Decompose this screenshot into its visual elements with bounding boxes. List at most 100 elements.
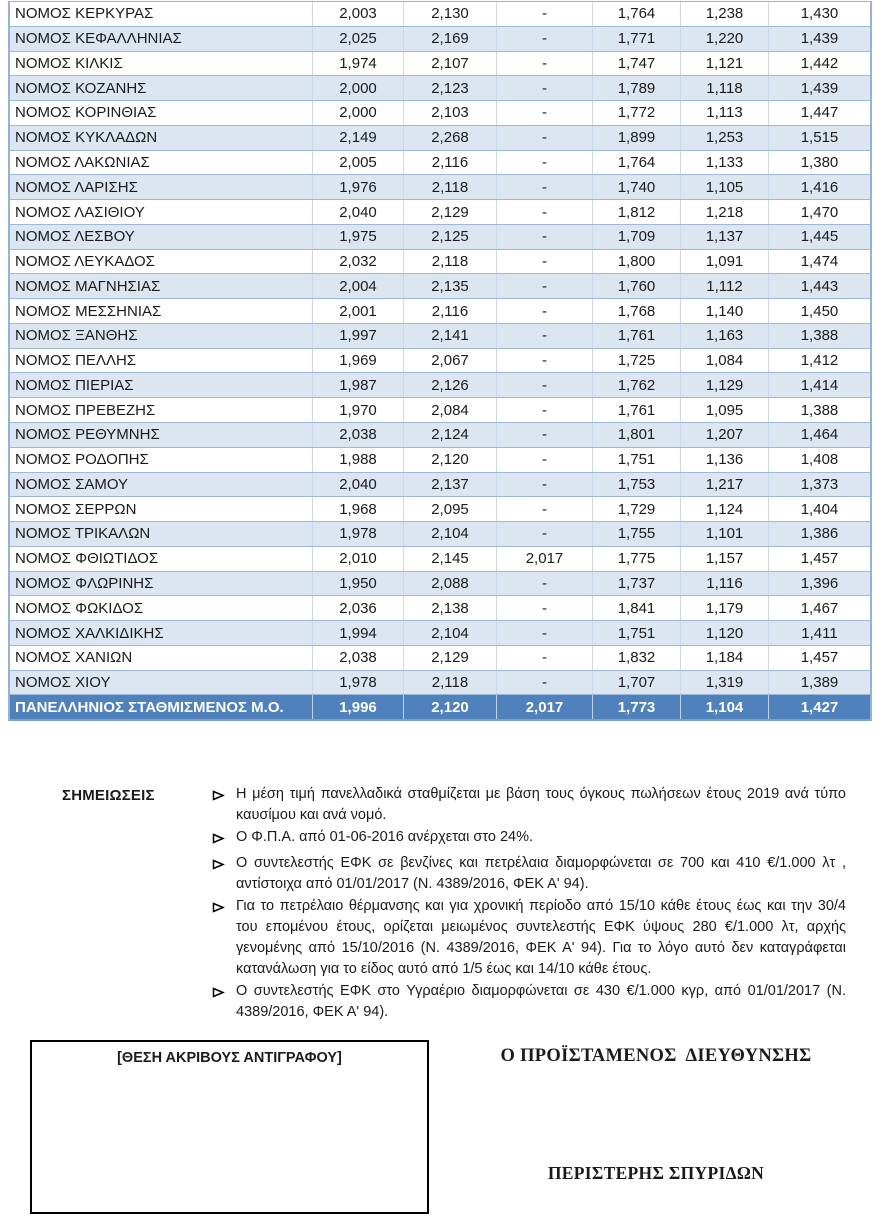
prefecture-name-cell: ΝΟΜΟΣ ΚΟΖΑΝΗΣ: [15, 79, 147, 97]
value-cell: 1,768: [592, 299, 680, 323]
table-row: ΝΟΜΟΣ ΛΑΡΙΣΗΣ 1,976 2,118 - 1,740 1,105 …: [10, 175, 870, 201]
value-cell: 1,707: [592, 670, 680, 695]
value-cell: -: [496, 274, 592, 299]
value-cell: -: [496, 497, 592, 522]
value-cell: 2,169: [403, 26, 496, 51]
prefecture-name-cell: ΝΟΜΟΣ ΛΕΣΒΟΥ: [15, 228, 135, 246]
value-cell: 1,411: [768, 621, 870, 645]
table-row: ΝΟΜΟΣ ΚΙΛΚΙΣ 1,974 2,107 - 1,747 1,121 1…: [10, 51, 870, 77]
prefecture-name-cell: ΝΟΜΟΣ ΛΑΣΙΘΙΟΥ: [15, 203, 145, 221]
table-row: ΝΟΜΟΣ ΜΑΓΝΗΣΙΑΣ 2,004 2,135 - 1,760 1,11…: [10, 274, 870, 300]
value-cell: 1,762: [592, 373, 680, 398]
value-cell: -: [496, 596, 592, 621]
prefecture-name-cell: ΝΟΜΟΣ ΠΙΕΡΙΑΣ: [15, 376, 134, 394]
table-row: ΝΟΜΟΣ ΞΑΝΘΗΣ 1,997 2,141 - 1,761 1,163 1…: [10, 323, 870, 349]
table-row: ΝΟΜΟΣ ΦΩΚΙΔΟΣ 2,036 2,138 - 1,841 1,179 …: [10, 596, 870, 622]
table-row: ΝΟΜΟΣ ΚΟΡΙΝΘΙΑΣ 2,000 2,103 - 1,772 1,11…: [10, 101, 870, 126]
value-cell: 1,133: [680, 150, 768, 175]
value-cell: 1,124: [680, 497, 768, 522]
value-cell: 1,464: [768, 423, 870, 447]
value-cell: 1,408: [768, 447, 870, 472]
value-cell: 1,430: [768, 2, 870, 26]
value-cell: -: [496, 299, 592, 323]
value-cell: 1,841: [592, 596, 680, 621]
table-row: ΝΟΜΟΣ ΜΕΣΣΗΝΙΑΣ 2,001 2,116 - 1,768 1,14…: [10, 299, 870, 324]
value-cell: 1,163: [680, 323, 768, 348]
value-cell: 2,010: [312, 546, 403, 571]
note-text: Για το πετρέλαιο θέρμανσης και για χρονι…: [236, 898, 846, 977]
table-row: ΝΟΜΟΣ ΦΛΩΡΙΝΗΣ 1,950 2,088 - 1,737 1,116…: [10, 571, 870, 597]
table-row: ΝΟΜΟΣ ΛΑΚΩΝΙΑΣ 2,005 2,116 - 1,764 1,133…: [10, 150, 870, 176]
note-text: Ο Φ.Π.Α. από 01-06-2016 ανέρχεται στο 24…: [236, 829, 534, 845]
table-row: ΝΟΜΟΣ ΣΕΡΡΩΝ 1,968 2,095 - 1,729 1,124 1…: [10, 497, 870, 523]
value-cell: 1,447: [768, 101, 870, 125]
value-cell: 2,104: [403, 621, 496, 645]
summary-value: 1,996: [312, 695, 403, 719]
value-cell: 1,994: [312, 621, 403, 645]
value-cell: 1,112: [680, 274, 768, 299]
bullet-arrow-icon: [212, 981, 227, 1006]
value-cell: 1,978: [312, 670, 403, 695]
value-cell: 1,800: [592, 249, 680, 274]
value-cell: -: [496, 224, 592, 249]
value-cell: 2,038: [312, 645, 403, 670]
table-row: ΝΟΜΟΣ ΚΕΦΑΛΛΗΝΙΑΣ 2,025 2,169 - 1,771 1,…: [10, 26, 870, 52]
value-cell: 2,000: [312, 76, 403, 101]
note-item: Ο συντελεστής ΕΦΚ στο Υγραέριο διαμορφών…: [212, 981, 846, 1023]
prefecture-name-cell: ΝΟΜΟΣ ΦΩΚΙΔΟΣ: [15, 599, 144, 617]
value-cell: 2,118: [403, 670, 496, 695]
value-cell: 1,997: [312, 323, 403, 348]
summary-value: 2,120: [403, 695, 496, 719]
prefecture-name-cell: ΝΟΜΟΣ ΧΑΝΙΩΝ: [15, 649, 133, 667]
summary-value: 2,017: [496, 695, 592, 719]
value-cell: -: [496, 51, 592, 76]
table-row: ΝΟΜΟΣ ΚΕΡΚΥΡΑΣ 2,003 2,130 - 1,764 1,238…: [10, 2, 870, 27]
value-cell: 2,145: [403, 546, 496, 571]
stamp-box-label: [ΘΕΣΗ ΑΚΡΙΒΟΥΣ ΑΝΤΙΓΡΑΦΟΥ]: [117, 1050, 342, 1066]
value-cell: 1,899: [592, 125, 680, 150]
signatory-name: ΠΕΡΙΣΤΕΡΗΣ ΣΠΥΡΙΔΩΝ: [547, 1163, 765, 1183]
value-cell: 2,103: [403, 101, 496, 125]
value-cell: 2,135: [403, 274, 496, 299]
table-row: ΝΟΜΟΣ ΚΥΚΛΑΔΩΝ 2,149 2,268 - 1,899 1,253…: [10, 125, 870, 151]
value-cell: 2,107: [403, 51, 496, 76]
value-cell: 2,120: [403, 447, 496, 472]
value-cell: 2,268: [403, 125, 496, 150]
value-cell: 1,812: [592, 200, 680, 224]
value-cell: 1,970: [312, 398, 403, 423]
table-row: ΝΟΜΟΣ ΧΙΟΥ 1,978 2,118 - 1,707 1,319 1,3…: [10, 670, 870, 696]
prefecture-name-cell: ΝΟΜΟΣ ΠΡΕΒΕΖΗΣ: [15, 401, 156, 419]
value-cell: 2,040: [312, 472, 403, 497]
value-cell: 1,439: [768, 76, 870, 101]
value-cell: -: [496, 670, 592, 695]
value-cell: 1,373: [768, 472, 870, 497]
value-cell: -: [496, 373, 592, 398]
prefecture-name-cell: ΝΟΜΟΣ ΧΙΟΥ: [15, 674, 111, 692]
value-cell: 1,753: [592, 472, 680, 497]
value-cell: 1,388: [768, 398, 870, 423]
value-cell: 1,771: [592, 26, 680, 51]
value-cell: 1,729: [592, 497, 680, 522]
value-cell: 1,968: [312, 497, 403, 522]
value-cell: 1,388: [768, 323, 870, 348]
prefecture-name-cell: ΝΟΜΟΣ ΜΑΓΝΗΣΙΑΣ: [15, 277, 161, 295]
value-cell: 1,950: [312, 571, 403, 596]
prefecture-name-cell: ΝΟΜΟΣ ΚΙΛΚΙΣ: [15, 54, 123, 72]
value-cell: 1,238: [680, 2, 768, 26]
value-cell: -: [496, 398, 592, 423]
value-cell: 2,116: [403, 150, 496, 175]
value-cell: 1,772: [592, 101, 680, 125]
value-cell: 1,445: [768, 224, 870, 249]
prefecture-name-cell: ΝΟΜΟΣ ΛΑΚΩΝΙΑΣ: [15, 153, 150, 171]
value-cell: 2,036: [312, 596, 403, 621]
value-cell: 1,978: [312, 522, 403, 546]
summary-value: 1,104: [680, 695, 768, 719]
value-cell: 1,101: [680, 522, 768, 546]
value-cell: -: [496, 175, 592, 200]
prefecture-name-cell: ΝΟΜΟΣ ΛΑΡΙΣΗΣ: [15, 178, 138, 196]
prefecture-name-cell: ΝΟΜΟΣ ΚΕΡΚΥΡΑΣ: [15, 5, 154, 23]
value-cell: 1,709: [592, 224, 680, 249]
value-cell: 1,091: [680, 249, 768, 274]
value-cell: 2,040: [312, 200, 403, 224]
table-row: ΝΟΜΟΣ ΡΕΘΥΜΝΗΣ 2,038 2,124 - 1,801 1,207…: [10, 423, 870, 448]
